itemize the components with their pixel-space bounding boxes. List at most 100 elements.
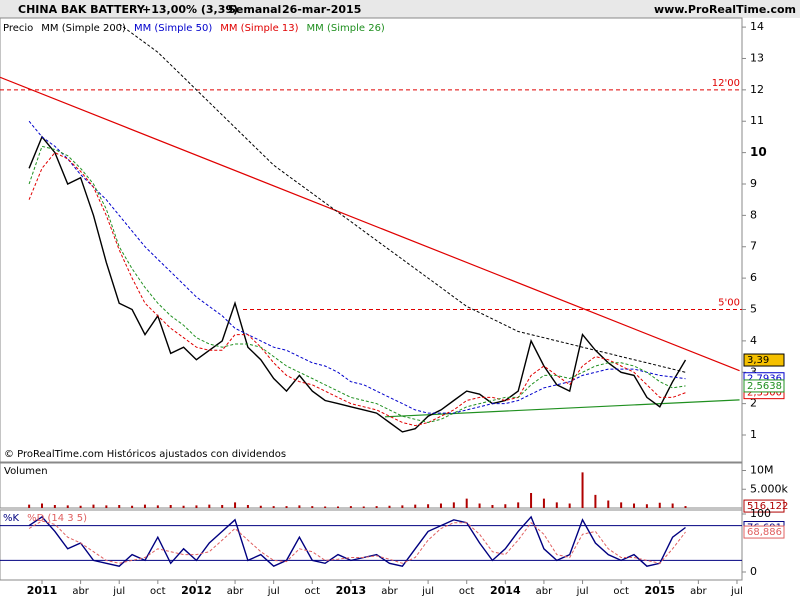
stoch-frame [0,509,743,581]
volume-bar [156,505,159,508]
date: 26-mar-2015 [282,3,361,16]
last-value-box [743,353,785,367]
y-tick-label: 7 [750,240,757,253]
volume-bar [131,505,134,508]
x-tick-label: jul [421,586,434,597]
price-frame [0,17,743,463]
panel-label: Volumen [4,466,48,477]
volume-bar [298,505,301,508]
volume-bar [79,505,82,508]
volume-bar [491,505,494,508]
y-tick-label: 14 [750,20,764,33]
volume-bar [362,506,365,508]
volume-bar [349,506,352,508]
legend-entry: MM (Simple 50) [134,23,212,34]
last-value-label: 2,7936 [747,374,782,385]
x-tick-label: jul [267,586,280,597]
y-tick-label: 10 [750,145,767,159]
y-tick-label: 11 [750,114,764,127]
legend-entry: %K [3,513,20,524]
y-tick-label: 6 [750,271,757,284]
volume-bar [66,505,69,508]
x-tick-label: abr [536,586,553,597]
x-tick-label: jul [576,586,589,597]
trendline [0,76,740,372]
series-line [118,23,686,373]
volume-bar [92,504,95,508]
x-tick-label: jul [112,586,125,597]
x-tick-label: 2015 [644,584,675,597]
volume-bar [555,502,558,508]
volume-bar [530,493,533,508]
series-line [28,135,687,433]
volume-bar [169,505,172,508]
volume-bar [272,506,275,508]
volume-bar [568,503,571,508]
volume-bar [208,504,211,508]
volume-bar [517,502,520,508]
last-value-label: 516.122 [747,501,788,512]
volume-bar [645,504,648,508]
volume-bar [143,504,146,508]
volume-bar [633,503,636,508]
y-tick-label: 5.000k [750,482,788,495]
y-tick-label: 4 [750,334,757,347]
legend-entry: MM (Simple 13) [220,23,298,34]
last-value-box [743,379,785,393]
volume-bar [182,505,185,508]
y-tick-label: 2 [750,397,757,410]
trendline [384,399,740,418]
volume-bar [581,472,584,508]
x-tick-label: oct [304,586,320,597]
last-value-label: 3,39 [747,355,769,366]
volume-bar [259,505,262,508]
volume-bar [478,503,481,508]
y-tick-label: 10M [750,464,774,477]
x-tick-label: oct [613,586,629,597]
volume-bar [542,498,545,508]
volume-bar [465,498,468,508]
volume-bar [658,502,661,508]
last-value-label: 2,3500 [747,388,782,399]
level-label: 5'00 [718,298,740,309]
y-tick-label: 8 [750,208,757,221]
volume-bar [41,503,43,508]
y-tick-label: 3 [750,365,757,378]
x-tick-label: oct [150,586,166,597]
volume-bar [388,505,391,508]
volume-bar [401,505,404,508]
series-line [28,515,686,568]
y-tick-label: 100 [750,507,771,520]
volume-bar [234,502,237,508]
volume-bar [607,500,610,508]
volume-bar [620,502,623,508]
volume-bar [53,505,56,508]
volume-bar [594,494,597,508]
volume-bar [324,506,327,508]
y-tick-label: 5 [750,303,757,316]
volume-bar [671,503,674,508]
x-tick-label: 2013 [336,584,367,597]
x-tick-label: abr [690,586,707,597]
y-tick-label: 12 [750,83,764,96]
title: CHINA BAK BATTERY [18,3,146,16]
volume-bar [105,505,108,508]
volume-bar [375,506,378,508]
legend-entry: MM (Simple 26) [307,23,385,34]
legend-entry: %D (14 3 5) [27,513,87,524]
volume-bar [452,502,455,508]
volume-frame [0,462,743,509]
legend-entry: MM (Simple 200) [41,23,126,34]
volume-bar [221,505,224,508]
x-tick-label: 2012 [181,584,212,597]
x-tick-label: 2011 [27,584,58,597]
x-tick-label: 2014 [490,584,521,597]
legend-entry: Precio [3,23,33,34]
y-tick-label: 1 [750,428,757,441]
y-tick-label: 9 [750,177,757,190]
y-tick-label: 0 [750,565,757,578]
last-value-box [743,525,785,539]
series-line [28,145,686,424]
footer: © ProRealTime.com Históricos ajustados c… [4,448,286,460]
volume-bar [118,505,121,508]
